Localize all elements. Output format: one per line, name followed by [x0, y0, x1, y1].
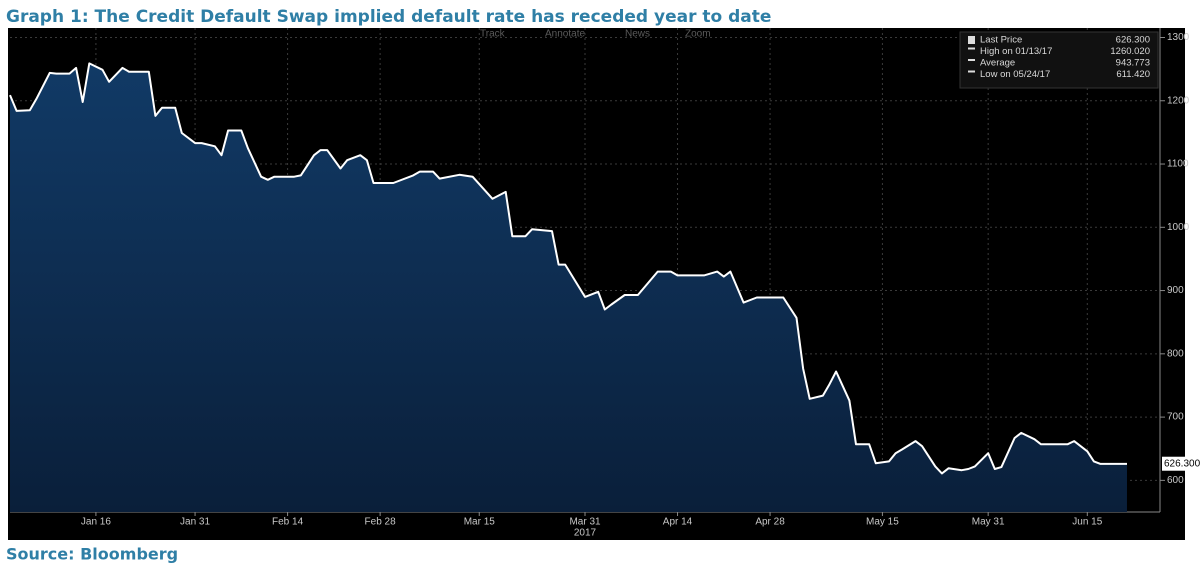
area [10, 63, 1127, 513]
legend-marker [968, 59, 975, 61]
legend-marker [968, 70, 975, 73]
y-tick-label: 800 [1167, 348, 1184, 359]
y-tick-label: 900 [1167, 285, 1184, 296]
legend-value: 943.773 [1116, 58, 1150, 69]
x-tick-label: Mar 15 [464, 517, 496, 528]
chart-title: Graph 1: The Credit Default Swap implied… [6, 7, 771, 27]
y-tick-label: 1000 [1167, 222, 1190, 233]
legend-value: 1260.020 [1110, 46, 1150, 57]
source-note: Source: Bloomberg [6, 545, 178, 564]
legend-marker [968, 36, 975, 44]
y-tick-label: 1100 [1167, 159, 1189, 170]
x-tick-label: May 15 [866, 517, 899, 528]
legend-label: Last Price [980, 35, 1022, 46]
toolbar-item[interactable]: Zoom [685, 29, 711, 40]
toolbar-item[interactable]: Annotate [545, 29, 585, 40]
x-tick-label: Feb 28 [365, 517, 397, 528]
x-tick-label: Jan 16 [81, 517, 111, 528]
x-tick-label: Mar 31 [569, 517, 601, 528]
x-tick-label: Apr 14 [663, 517, 693, 528]
last-price-tag [1162, 456, 1200, 471]
legend-marker [968, 47, 975, 50]
x-tick-label: Jun 15 [1072, 517, 1102, 528]
legend-value: 611.420 [1116, 69, 1150, 80]
legend-value: 626.300 [1116, 35, 1150, 46]
y-tick-label: 1200 [1167, 95, 1190, 106]
legend-label: Average [980, 58, 1015, 69]
y-tick-label: 700 [1167, 412, 1184, 423]
toolbar: Track Annotate News Zoom [480, 29, 711, 40]
y-tick-label: 1300 [1167, 32, 1190, 43]
toolbar-item[interactable]: Track [480, 29, 506, 40]
x-tick-label: Jan 31 [180, 517, 210, 528]
line [9, 62, 1127, 475]
y-tick-label: 600 [1167, 475, 1184, 486]
last-price-tag-label: 626.300 [1164, 458, 1200, 469]
x-tick-label: Feb 14 [272, 517, 304, 528]
legend-label: Low on 05/24/17 [980, 69, 1050, 80]
x-tick-label: May 31 [972, 517, 1005, 528]
legend-label: High on 01/13/17 [980, 46, 1052, 57]
x-tick-label: Apr 28 [755, 517, 785, 528]
legend-box [959, 31, 1159, 89]
x-year-label: 2017 [574, 528, 597, 539]
toolbar-item[interactable]: News [625, 29, 650, 40]
